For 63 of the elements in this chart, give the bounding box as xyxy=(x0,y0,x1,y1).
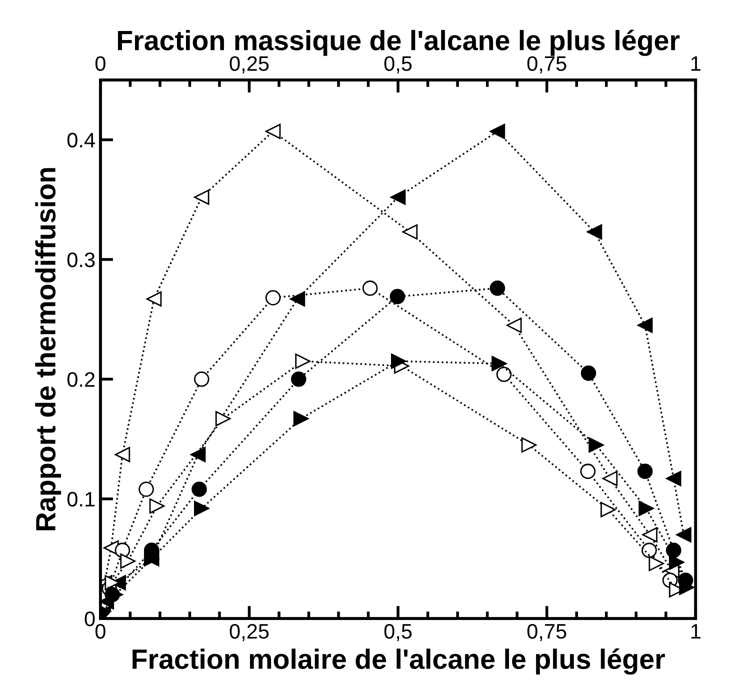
point xyxy=(666,542,682,558)
point xyxy=(490,124,506,140)
x-tick-label: 0,25 xyxy=(230,624,269,642)
point xyxy=(588,437,604,453)
point xyxy=(194,500,210,516)
x-tick-label: 0,5 xyxy=(384,624,412,642)
point xyxy=(492,356,507,372)
x-tick-label: 0,75 xyxy=(527,624,566,642)
point xyxy=(402,224,418,240)
x2-tick-label: 0 xyxy=(95,56,106,71)
point xyxy=(194,372,210,387)
y-tick-label: 0 xyxy=(84,612,95,626)
x2-tick-label: 0,5 xyxy=(384,56,412,74)
point xyxy=(114,446,130,462)
point xyxy=(146,291,162,307)
x2-tick-label: 0,75 xyxy=(527,56,566,74)
x2-tick-label: 1 xyxy=(691,56,700,71)
point xyxy=(104,575,120,590)
point xyxy=(668,554,684,570)
point xyxy=(521,437,537,453)
point xyxy=(637,464,653,479)
point xyxy=(580,366,596,381)
point xyxy=(120,553,136,569)
point xyxy=(215,411,231,426)
point xyxy=(586,224,602,240)
point xyxy=(490,280,506,296)
point xyxy=(637,318,653,333)
point xyxy=(291,372,306,387)
x-tick-label: 1 xyxy=(691,624,700,639)
point xyxy=(638,500,654,516)
point xyxy=(496,366,512,382)
point xyxy=(149,498,165,514)
x2-tick-label: 0,25 xyxy=(230,56,269,74)
point xyxy=(295,354,310,369)
point xyxy=(600,502,616,518)
y-tick-label: 0.4 xyxy=(67,132,95,148)
point xyxy=(194,190,210,205)
point xyxy=(642,542,657,558)
point xyxy=(362,280,378,296)
point xyxy=(580,464,596,479)
point xyxy=(265,124,281,140)
x-tick-label: 0 xyxy=(95,624,106,639)
point xyxy=(602,470,618,486)
point xyxy=(666,470,682,486)
x2-axis-title: Fraction massique de l'alcane le plus léger xyxy=(118,30,680,56)
point xyxy=(265,290,281,306)
y-tick-label: 0.2 xyxy=(67,372,95,387)
point xyxy=(190,446,206,462)
point xyxy=(290,291,306,307)
point xyxy=(390,354,406,369)
x-axis-title: Fraction molaire de l'alcane le plus léger xyxy=(132,648,665,675)
point xyxy=(676,527,692,542)
point xyxy=(642,527,658,542)
point xyxy=(192,482,207,497)
point xyxy=(390,288,406,304)
point xyxy=(506,318,522,333)
y-tick-label: 0.1 xyxy=(67,492,95,507)
y-tick-label: 0.3 xyxy=(67,252,95,268)
point xyxy=(390,190,406,205)
y-axis-title: Rapport de thermodiffusion xyxy=(35,168,62,530)
point xyxy=(293,411,309,426)
point xyxy=(138,482,154,497)
point xyxy=(648,556,664,572)
